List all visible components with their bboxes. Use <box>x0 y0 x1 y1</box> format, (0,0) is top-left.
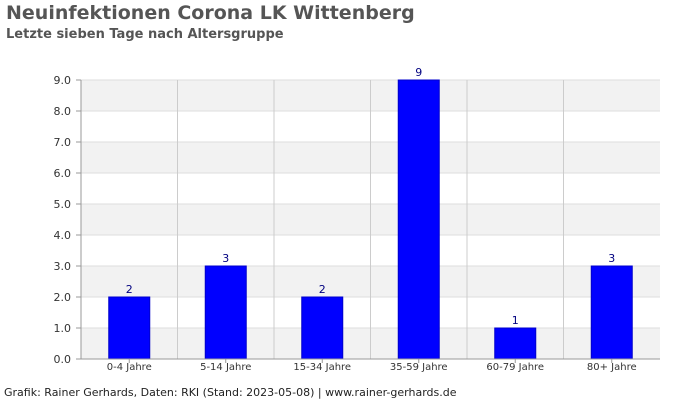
x-tick-labels: 0-4 Jahre 5-14 Jahre 15-34 Jahre 35-59 Jahr… <box>107 359 637 373</box>
y-tick-label: 0.0 <box>54 353 72 366</box>
bar-data-label: 1 <box>512 314 519 327</box>
data-labels: 2 3 2 9 1 3 <box>126 66 616 327</box>
vertical-gridlines <box>177 80 564 359</box>
x-tick-label: 5-14 Jahre <box>200 362 251 373</box>
footer-credit: Grafik: Rainer Gerhards, Daten: RKI (Sta… <box>4 386 457 399</box>
bar-data-label: 9 <box>415 66 422 79</box>
chart-title: Neuinfektionen Corona LK Wittenberg <box>6 2 415 24</box>
y-tick-label: 9.0 <box>54 74 72 87</box>
y-tick-label: 7.0 <box>54 136 72 149</box>
axes <box>80 80 660 360</box>
y-tick-label: 2.0 <box>54 291 72 304</box>
y-tick-label: 4.0 <box>54 229 72 242</box>
x-tick-label: 35-59 Jahre <box>390 362 448 373</box>
bar <box>590 265 633 360</box>
y-tick-label: 5.0 <box>54 198 72 211</box>
y-tick-labels: 0.0 1.0 2.0 3.0 4.0 5.0 6.0 7.0 8.0 9.0 <box>54 74 72 366</box>
x-tick-label: 60-79 Jahre <box>486 362 544 373</box>
y-tick-label: 1.0 <box>54 322 72 335</box>
bar-data-label: 2 <box>319 283 326 296</box>
y-tick-label: 3.0 <box>54 260 72 273</box>
bar <box>494 327 537 360</box>
bar-data-label: 2 <box>126 283 133 296</box>
x-tick-label: 0-4 Jahre <box>107 362 152 373</box>
y-tick-label: 8.0 <box>54 105 72 118</box>
bar <box>108 296 151 360</box>
x-tick-label: 15-34 Jahre <box>293 362 351 373</box>
chart-subtitle: Letzte sieben Tage nach Altersgruppe <box>6 27 284 42</box>
x-tick-label: 80+ Jahre <box>587 362 637 373</box>
bar-data-label: 3 <box>608 252 615 265</box>
y-tick-label: 6.0 <box>54 167 72 180</box>
bar-data-label: 3 <box>222 252 229 265</box>
bar <box>301 296 344 360</box>
bar <box>397 79 440 360</box>
bar <box>204 265 247 360</box>
bars <box>108 79 633 360</box>
